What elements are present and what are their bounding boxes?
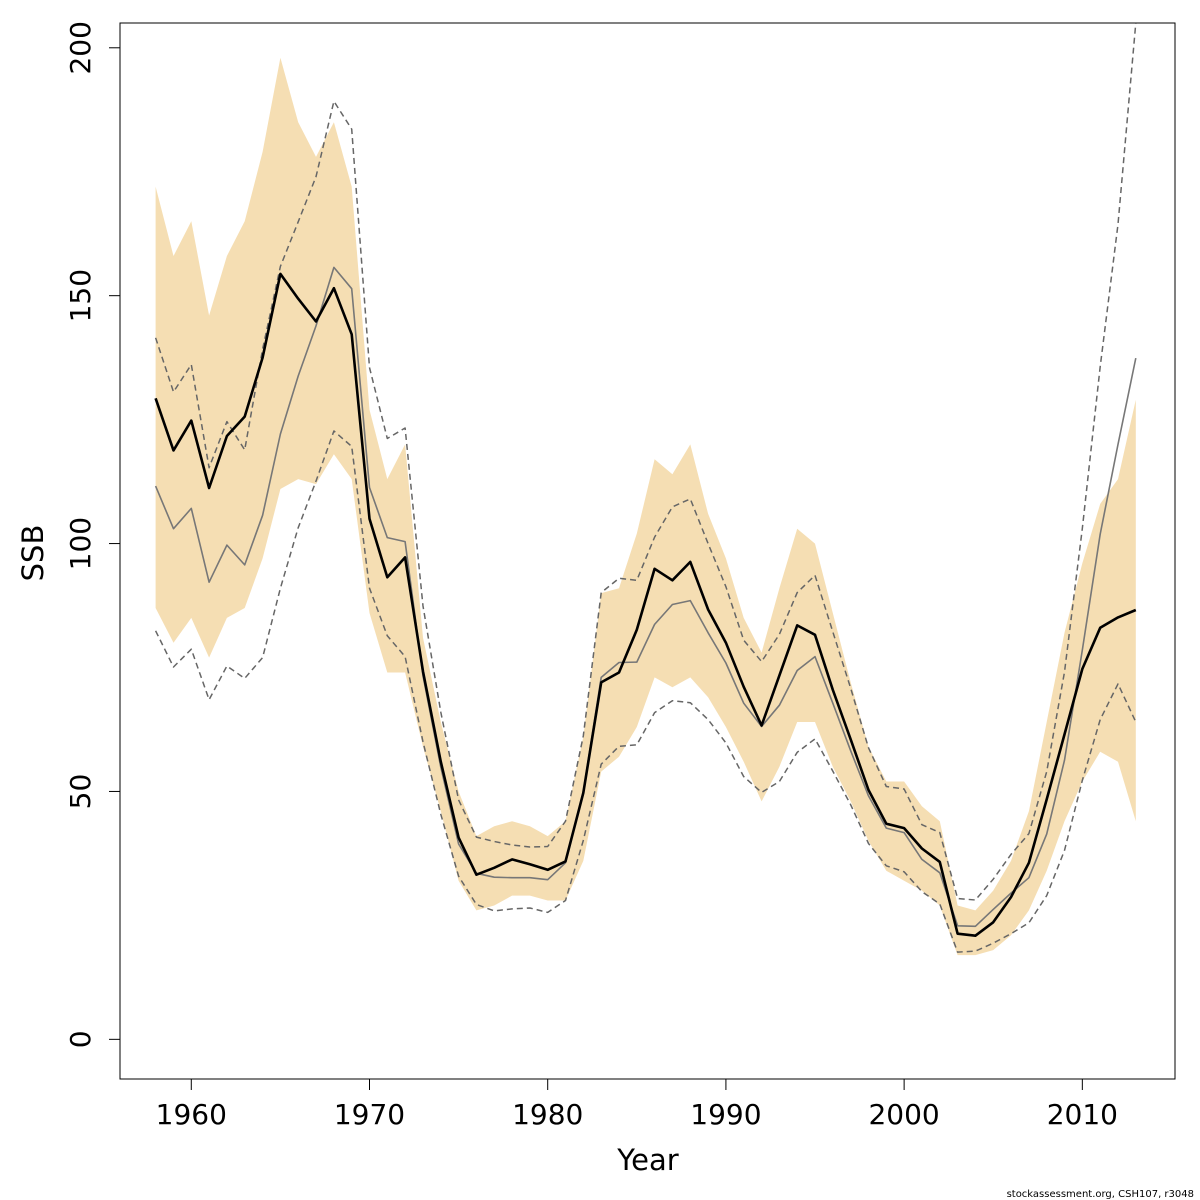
series-lines-layer xyxy=(154,23,1137,953)
y-tick-label: 150 xyxy=(64,269,97,322)
lower-dashed-line xyxy=(154,430,1137,953)
y-tick-label: 200 xyxy=(64,21,97,74)
x-tick-label: 2010 xyxy=(1047,1098,1118,1131)
estimate-thick-line xyxy=(154,272,1137,938)
y-tick-label: 100 xyxy=(64,517,97,570)
y-axis: 0 50 100 150 200 xyxy=(64,21,120,1048)
x-tick-label: 1990 xyxy=(690,1098,761,1131)
y-tick-label: 0 xyxy=(64,1030,97,1048)
credit-caption: stockassessment.org, CSH107, r3048 xyxy=(1007,1189,1194,1200)
confidence-band xyxy=(155,57,1136,956)
x-tick-label: 1980 xyxy=(512,1098,583,1131)
upper-dashed-line xyxy=(154,23,1137,901)
plot-frame xyxy=(119,22,1176,1080)
x-tick-label: 2000 xyxy=(868,1098,939,1131)
x-tick-label: 1960 xyxy=(156,1098,227,1131)
x-axis-title: Year xyxy=(616,1143,678,1177)
y-tick-label: 50 xyxy=(64,774,97,810)
x-tick-label: 1970 xyxy=(334,1098,405,1131)
confidence-band-layer xyxy=(155,57,1136,956)
x-axis: 1960 1970 1980 1990 2000 2010 xyxy=(156,1079,1118,1131)
y-axis-title: SSB xyxy=(16,525,50,582)
